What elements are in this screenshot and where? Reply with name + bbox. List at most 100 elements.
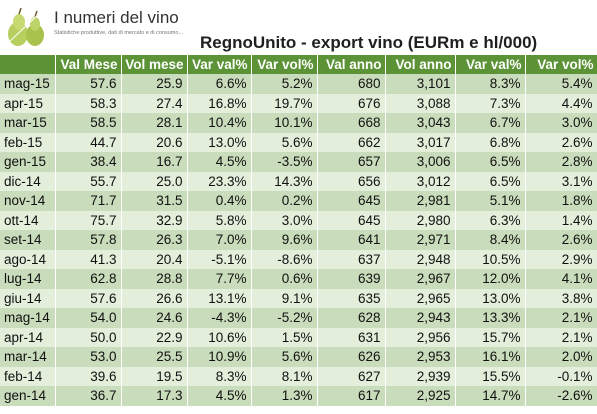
column-header-month xyxy=(0,55,56,74)
cell-var-val: 10.6% xyxy=(187,327,252,347)
cell-val-anno: 641 xyxy=(317,230,386,250)
cell-vol-anno: 2,971 xyxy=(385,230,456,250)
cell-var-vol: 8.1% xyxy=(251,366,318,386)
cell-var-val: 10.9% xyxy=(187,347,252,367)
cell-var-val: 8.3% xyxy=(187,366,252,386)
cell-vol-mese: 20.4 xyxy=(121,249,188,269)
logo-title: I numeri del vino xyxy=(54,8,179,27)
cell-var-val: 4.5% xyxy=(187,386,252,406)
column-header-var-val: Var val% xyxy=(187,55,252,74)
cell-vol-mese: 19.5 xyxy=(121,366,188,386)
logo-subtitle: Statistiche produttive, dati di mercato … xyxy=(54,30,184,36)
cell-var-vol-anno: 2.1% xyxy=(525,327,597,347)
cell-month: lug-14 xyxy=(0,269,56,289)
table-row: feb-15 44.7 20.6 13.0% 5.6% 662 3,017 6.8% 2.6% xyxy=(0,132,597,152)
cell-var-vol: 3.0% xyxy=(251,210,318,230)
cell-var-vol-anno: 4.1% xyxy=(525,269,597,289)
cell-var-vol: 1.5% xyxy=(251,327,318,347)
cell-var-val: 5.8% xyxy=(187,210,252,230)
cell-var-vol-anno: 2.9% xyxy=(525,249,597,269)
cell-var-val-anno: 6.5% xyxy=(455,171,526,191)
cell-var-val-anno: 7.3% xyxy=(455,93,526,113)
cell-var-vol-anno: 3.8% xyxy=(525,288,597,308)
table-row: feb-14 39.6 19.5 8.3% 8.1% 627 2,939 15.5% -0.1% xyxy=(0,366,597,386)
cell-vol-mese: 20.6 xyxy=(121,132,188,152)
cell-var-vol-anno: 2.0% xyxy=(525,347,597,367)
cell-var-vol-anno: 2.6% xyxy=(525,132,597,152)
table-row: ago-14 41.3 20.4 -5.1% -8.6% 637 2,948 10.5% 2.9… xyxy=(0,249,597,269)
cell-val-anno: 657 xyxy=(317,152,386,172)
cell-var-vol: -3.5% xyxy=(251,152,318,172)
cell-val-mese: 57.6 xyxy=(55,74,122,94)
cell-vol-mese: 26.6 xyxy=(121,288,188,308)
cell-var-vol-anno: 2.1% xyxy=(525,308,597,328)
cell-vol-anno: 2,956 xyxy=(385,327,456,347)
cell-var-val-anno: 6.3% xyxy=(455,210,526,230)
cell-var-vol-anno: 1.4% xyxy=(525,210,597,230)
cell-var-val: 23.3% xyxy=(187,171,252,191)
cell-val-mese: 58.3 xyxy=(55,93,122,113)
cell-val-mese: 62.8 xyxy=(55,269,122,289)
cell-var-val-anno: 5.1% xyxy=(455,191,526,211)
cell-val-anno: 645 xyxy=(317,191,386,211)
cell-month: mag-14 xyxy=(0,308,56,328)
column-header-vol-mese: Vol mese xyxy=(121,55,188,74)
cell-val-mese: 58.5 xyxy=(55,113,122,133)
cell-val-anno: 639 xyxy=(317,269,386,289)
cell-var-val-anno: 13.3% xyxy=(455,308,526,328)
cell-vol-mese: 28.1 xyxy=(121,113,188,133)
cell-var-val: 13.1% xyxy=(187,288,252,308)
cell-val-anno: 628 xyxy=(317,308,386,328)
cell-val-anno: 668 xyxy=(317,113,386,133)
cell-val-anno: 637 xyxy=(317,249,386,269)
cell-vol-mese: 31.5 xyxy=(121,191,188,211)
cell-var-val-anno: 6.8% xyxy=(455,132,526,152)
cell-var-vol: 5.6% xyxy=(251,347,318,367)
cell-val-anno: 662 xyxy=(317,132,386,152)
cell-var-vol: 0.2% xyxy=(251,191,318,211)
cell-var-vol: 9.6% xyxy=(251,230,318,250)
table-row: apr-15 58.3 27.4 16.8% 19.7% 676 3,088 7.3% 4.4% xyxy=(0,93,597,113)
cell-var-val-anno: 6.7% xyxy=(455,113,526,133)
table-row: mar-15 58.5 28.1 10.4% 10.1% 668 3,043 6.7% 3.0% xyxy=(0,113,597,133)
cell-vol-mese: 28.8 xyxy=(121,269,188,289)
cell-var-val: 7.7% xyxy=(187,269,252,289)
cell-val-mese: 54.0 xyxy=(55,308,122,328)
cell-vol-mese: 25.5 xyxy=(121,347,188,367)
cell-var-vol: 0.6% xyxy=(251,269,318,289)
header: I numeri del vino Statistiche produttive… xyxy=(0,0,597,55)
cell-var-val: 16.8% xyxy=(187,93,252,113)
cell-var-val: -5.1% xyxy=(187,249,252,269)
cell-vol-mese: 17.3 xyxy=(121,386,188,406)
cell-val-mese: 75.7 xyxy=(55,210,122,230)
cell-var-vol-anno: 3.1% xyxy=(525,171,597,191)
cell-var-vol: 9.1% xyxy=(251,288,318,308)
table-row: apr-14 50.0 22.9 10.6% 1.5% 631 2,956 15.7% 2.1% xyxy=(0,327,597,347)
cell-var-vol-anno: 1.8% xyxy=(525,191,597,211)
cell-var-val-anno: 10.5% xyxy=(455,249,526,269)
cell-var-val: 13.0% xyxy=(187,132,252,152)
cell-month: nov-14 xyxy=(0,191,56,211)
cell-var-val: 10.4% xyxy=(187,113,252,133)
table-body: mag-15 57.6 25.9 6.6% 5.2% 680 3,101 8.3% 5.4% ap… xyxy=(0,74,597,406)
cell-vol-anno: 3,017 xyxy=(385,132,456,152)
cell-var-val: -4.3% xyxy=(187,308,252,328)
table-row: mar-14 53.0 25.5 10.9% 5.6% 626 2,953 16.1% 2.0% xyxy=(0,347,597,367)
cell-vol-anno: 3,101 xyxy=(385,74,456,94)
cell-vol-anno: 2,953 xyxy=(385,347,456,367)
cell-month: feb-14 xyxy=(0,366,56,386)
cell-val-mese: 53.0 xyxy=(55,347,122,367)
cell-vol-anno: 2,939 xyxy=(385,366,456,386)
cell-val-mese: 44.7 xyxy=(55,132,122,152)
table-row: gen-15 38.4 16.7 4.5% -3.5% 657 3,006 6.5% 2.8% xyxy=(0,152,597,172)
cell-val-mese: 38.4 xyxy=(55,152,122,172)
cell-vol-mese: 25.9 xyxy=(121,74,188,94)
cell-vol-mese: 26.3 xyxy=(121,230,188,250)
export-table: Val Mese Vol mese Var val% Var vol% Val anno… xyxy=(0,55,597,406)
table-row: mag-15 57.6 25.9 6.6% 5.2% 680 3,101 8.3% 5.4% xyxy=(0,74,597,94)
table-row: ott-14 75.7 32.9 5.8% 3.0% 645 2,980 6.3% 1.4% xyxy=(0,210,597,230)
cell-var-val-anno: 6.5% xyxy=(455,152,526,172)
cell-vol-anno: 2,943 xyxy=(385,308,456,328)
cell-var-val-anno: 8.4% xyxy=(455,230,526,250)
